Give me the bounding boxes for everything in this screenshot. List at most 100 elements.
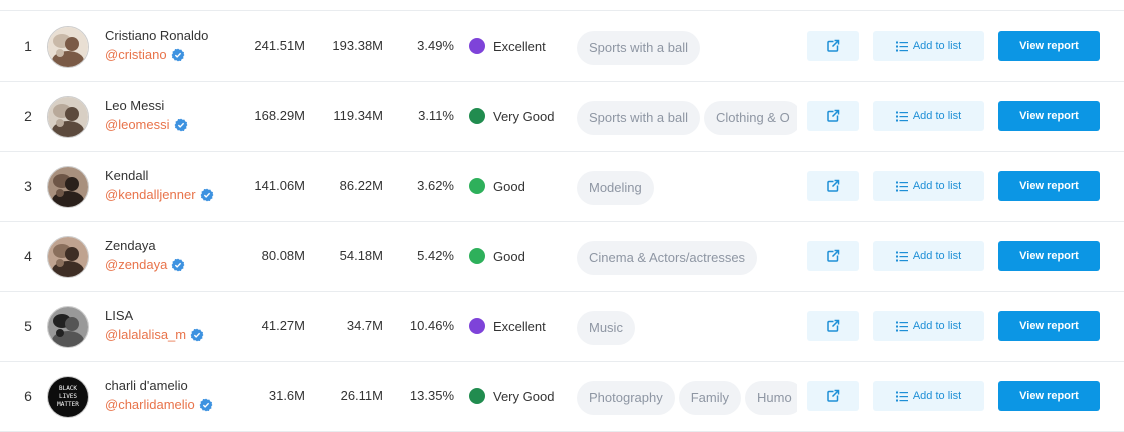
add-to-list-label: Add to list [912,320,962,332]
view-report-label: View report [1019,390,1079,402]
verified-badge-icon [199,398,213,412]
influencer-name[interactable]: Zendaya [105,238,156,253]
verified-badge-icon [174,118,188,132]
view-report-label: View report [1019,180,1079,192]
category-tag[interactable]: Family [678,381,742,415]
category-tag[interactable]: Cinema & Actors/actresses [577,241,758,275]
verified-badge-icon [190,328,204,342]
external-link-icon [827,389,840,402]
influencer-handle[interactable]: @cristiano [105,47,167,62]
category-tag[interactable]: Humo [745,381,797,415]
quality-dot-icon [469,38,485,54]
influencer-name[interactable]: Cristiano Ronaldo [105,28,209,43]
avg-likes-count: 34.7M [346,318,383,333]
list-icon [895,251,908,261]
add-to-list-label: Add to list [912,110,962,122]
open-profile-button[interactable] [807,381,859,411]
followers-count: 80.08M [261,248,305,263]
engagement-rate: 3.49% [417,38,454,53]
rank-number: 6 [24,388,32,404]
category-tag[interactable]: Photography [577,381,675,415]
audience-quality: Very Good [469,108,554,124]
avg-likes-count: 193.38M [332,38,383,53]
avg-likes-count: 86.22M [339,178,383,193]
rank-number: 2 [24,108,32,124]
add-to-list-label: Add to list [912,40,962,52]
table-top-divider [0,10,1124,11]
category-tags: Modeling [577,171,797,205]
external-link-icon [827,249,840,262]
category-tags: Sports with a ball [577,31,797,65]
category-tags: Music [577,311,797,345]
open-profile-button[interactable] [807,171,859,201]
influencer-name[interactable]: charli d'amelio [105,378,188,393]
engagement-rate: 5.42% [417,248,454,263]
table-row: 4 Zendaya @zendaya 80.08M 54.18M 5.42% G… [0,221,1124,292]
list-icon [895,111,908,121]
avg-likes-count: 54.18M [339,248,383,263]
followers-count: 168.29M [254,108,305,123]
handle-container: @charlidamelio [105,397,213,412]
quality-label: Excellent [493,38,546,54]
rank-number: 4 [24,248,32,264]
external-link-icon [827,39,840,52]
add-to-list-button[interactable]: Add to list [873,101,984,131]
influencer-name[interactable]: Kendall [105,168,149,183]
category-tags: Sports with a ball Clothing & O [577,101,797,135]
add-to-list-button[interactable]: Add to list [873,311,984,341]
category-tag[interactable]: Modeling [577,171,654,205]
avatar[interactable]: BLACK LIVES MATTER [47,376,89,418]
influencer-handle[interactable]: @kendalljenner [105,187,196,202]
open-profile-button[interactable] [807,311,859,341]
quality-label: Excellent [493,318,546,334]
add-to-list-button[interactable]: Add to list [873,241,984,271]
open-profile-button[interactable] [807,101,859,131]
view-report-button[interactable]: View report [998,381,1100,411]
verified-badge-icon [171,48,185,62]
view-report-label: View report [1019,40,1079,52]
category-tag[interactable]: Music [577,311,635,345]
view-report-button[interactable]: View report [998,241,1100,271]
avatar[interactable] [47,26,89,68]
engagement-rate: 10.46% [409,318,454,333]
followers-count: 141.06M [254,178,305,193]
open-profile-button[interactable] [807,241,859,271]
add-to-list-label: Add to list [912,180,962,192]
influencer-handle[interactable]: @leomessi [105,117,170,132]
quality-label: Very Good [493,108,555,124]
category-tag[interactable]: Sports with a ball [577,31,700,65]
handle-container: @lalalalisa_m [105,327,204,342]
quality-dot-icon [469,178,485,194]
add-to-list-label: Add to list [912,390,962,402]
category-tag[interactable]: Sports with a ball [577,101,700,135]
add-to-list-button[interactable]: Add to list [873,31,984,61]
add-to-list-button[interactable]: Add to list [873,171,984,201]
rank-number: 3 [24,178,32,194]
add-to-list-label: Add to list [912,250,962,262]
engagement-rate: 13.35% [409,388,454,403]
view-report-button[interactable]: View report [998,101,1100,131]
avatar[interactable] [47,166,89,208]
view-report-button[interactable]: View report [998,31,1100,61]
verified-badge-icon [171,258,185,272]
influencer-handle[interactable]: @lalalalisa_m [105,327,187,342]
avatar[interactable] [47,96,89,138]
influencer-handle[interactable]: @charlidamelio [105,397,195,412]
handle-container: @cristiano [105,47,185,62]
influencer-handle[interactable]: @zendaya [105,257,168,272]
category-tags: Photography Family Humo [577,381,797,415]
avatar[interactable] [47,306,89,348]
view-report-button[interactable]: View report [998,311,1100,341]
add-to-list-button[interactable]: Add to list [873,381,984,411]
category-tag[interactable]: Clothing & O [704,101,797,135]
avg-likes-count: 26.11M [340,388,383,403]
open-profile-button[interactable] [807,31,859,61]
influencer-name[interactable]: LISA [105,308,134,323]
avatar-text: LIVES [59,393,77,400]
list-icon [895,391,908,401]
followers-count: 31.6M [268,388,305,403]
avatar[interactable] [47,236,89,278]
view-report-button[interactable]: View report [998,171,1100,201]
influencer-name[interactable]: Leo Messi [105,98,165,113]
followers-count: 41.27M [261,318,305,333]
